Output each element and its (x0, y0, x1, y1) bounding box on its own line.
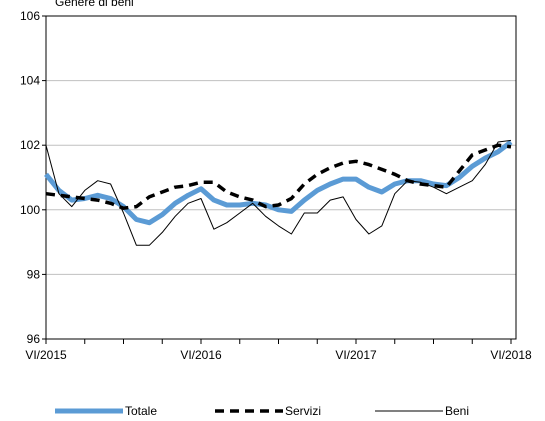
x-tick-label: VI/2016 (180, 348, 222, 362)
y-tick-label: 100 (20, 203, 40, 217)
series-line (44, 140, 513, 226)
series-line (45, 143, 512, 210)
x-tick-label: VI/2015 (25, 348, 67, 362)
x-tick-label: VI/2017 (335, 348, 377, 362)
legend-label: Servizi (285, 404, 321, 418)
y-tick-label: 104 (20, 74, 40, 88)
chart-title: Genere di beni (55, 0, 134, 9)
plot-border (45, 15, 517, 340)
legend-label: Totale (125, 404, 157, 418)
y-tick-label: 102 (20, 138, 40, 152)
y-tick-label: 98 (27, 267, 41, 281)
legend-label: Beni (445, 404, 469, 418)
y-tick-label: 106 (20, 9, 40, 23)
y-tick-label: 96 (27, 332, 41, 346)
series-line (45, 139, 512, 246)
x-tick-label: VI/2018 (490, 348, 532, 362)
